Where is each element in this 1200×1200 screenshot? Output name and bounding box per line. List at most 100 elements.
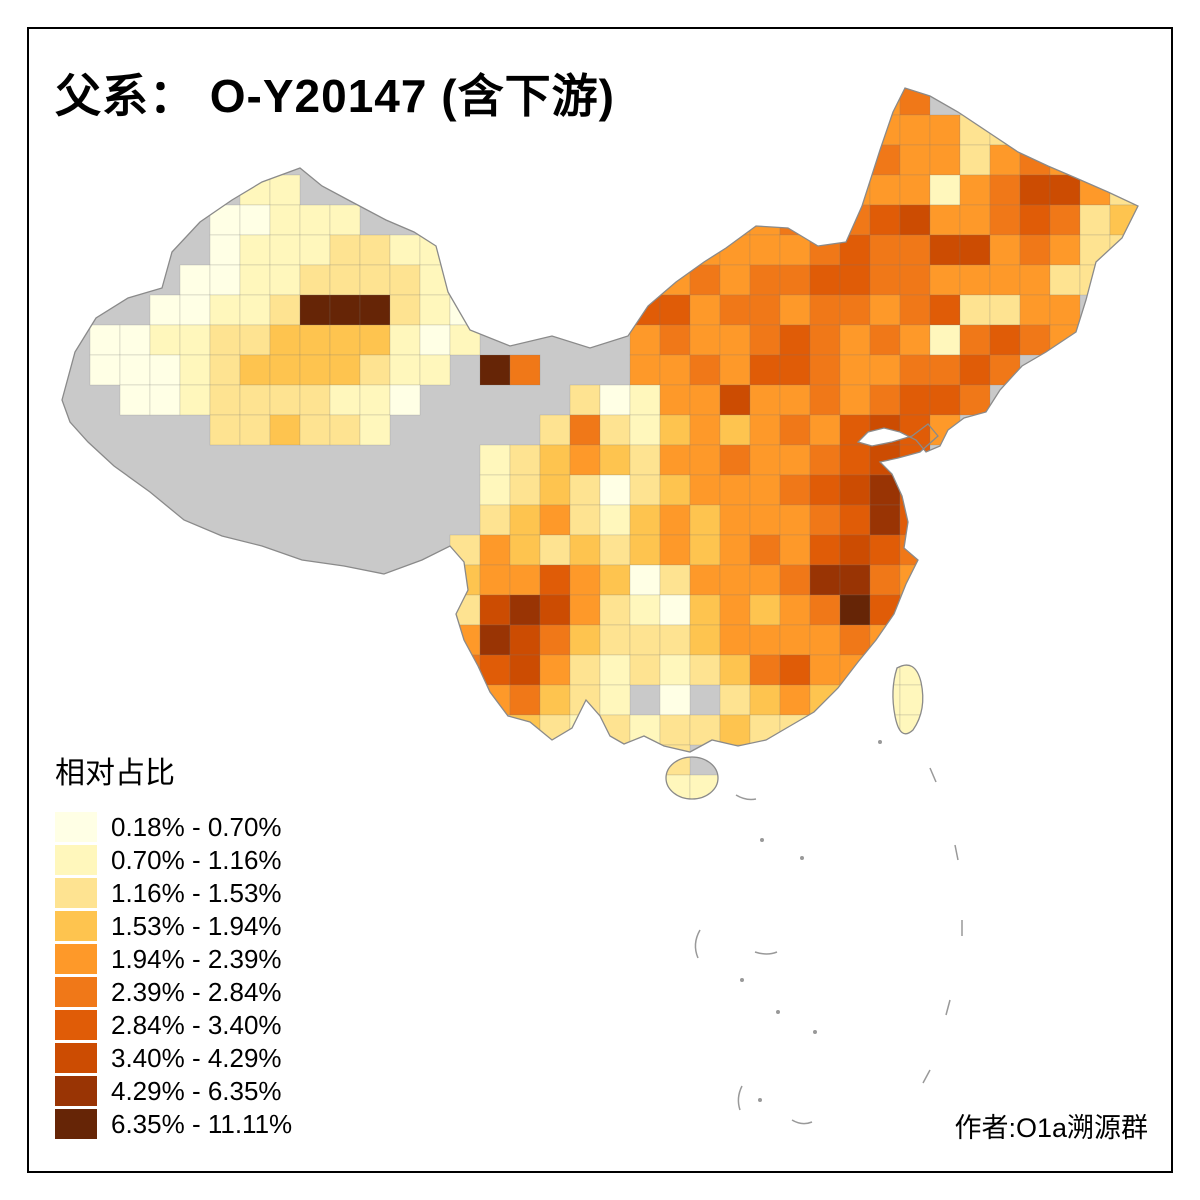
map-cell — [659, 294, 691, 326]
map-cell — [839, 384, 871, 416]
map-cell — [239, 234, 271, 266]
map-cell — [809, 294, 841, 326]
map-cell — [989, 174, 1021, 206]
legend-item: 0.70% - 1.16% — [55, 843, 292, 876]
map-cell — [659, 624, 691, 656]
south-china-sea-islands — [694, 767, 963, 1125]
map-cell — [209, 414, 241, 446]
map-cell — [449, 264, 481, 296]
map-cell — [989, 294, 1021, 326]
map-cell — [689, 264, 721, 296]
map-cell — [449, 654, 481, 686]
map-cell — [449, 324, 481, 356]
map-cell — [89, 354, 121, 386]
map-cell — [299, 354, 331, 386]
map-cell — [629, 264, 661, 296]
map-cell — [1079, 264, 1111, 296]
map-cell — [749, 384, 781, 416]
map-cell — [1049, 294, 1081, 326]
map-cell — [539, 534, 571, 566]
map-cell — [329, 354, 361, 386]
legend-item: 4.29% - 6.35% — [55, 1074, 292, 1107]
map-cell — [509, 624, 541, 656]
map-cell — [719, 294, 751, 326]
map-cell — [659, 414, 691, 446]
map-cell — [689, 594, 721, 626]
map-cell — [269, 234, 301, 266]
map-cell — [479, 684, 511, 716]
legend-item: 0.18% - 0.70% — [55, 810, 292, 843]
map-cell — [539, 474, 571, 506]
map-cell — [689, 354, 721, 386]
map-cell — [1019, 234, 1051, 266]
map-cell — [779, 354, 811, 386]
map-cell — [599, 684, 631, 716]
map-cell — [539, 444, 571, 476]
map-cell — [479, 444, 511, 476]
map-cell — [329, 414, 361, 446]
map-cell — [899, 414, 931, 446]
legend-label: 1.16% - 1.53% — [111, 877, 282, 908]
map-cell — [749, 594, 781, 626]
map-cell — [329, 234, 361, 266]
legend-swatch — [55, 877, 97, 908]
map-cell — [629, 594, 661, 626]
map-cell — [689, 204, 721, 236]
legend-items: 0.18% - 0.70% 0.70% - 1.16% 1.16% - 1.53% 1… — [55, 810, 292, 1140]
map-cell — [839, 564, 871, 596]
map-cell — [899, 114, 931, 146]
map-cell — [779, 714, 811, 746]
map-cell — [899, 684, 931, 716]
map-cell — [179, 354, 211, 386]
map-cell — [629, 324, 661, 356]
map-cell — [809, 654, 841, 686]
map-cell — [299, 204, 331, 236]
map-cell — [749, 414, 781, 446]
map-cell — [629, 504, 661, 536]
map-cell — [389, 264, 421, 296]
map-cell — [779, 204, 811, 236]
map-cell — [209, 384, 241, 416]
legend-swatch — [55, 811, 97, 842]
map-cell — [719, 654, 751, 686]
map-cell — [899, 204, 931, 236]
map-cell — [809, 264, 841, 296]
map-cell — [839, 114, 871, 146]
map-cell — [749, 504, 781, 536]
map-cell — [359, 234, 391, 266]
map-cell — [209, 264, 241, 296]
legend-swatch — [55, 943, 97, 974]
map-cell — [1109, 234, 1138, 266]
map-cell — [389, 234, 421, 266]
map-cell — [119, 384, 151, 416]
map-cell — [239, 354, 271, 386]
map-cell — [419, 354, 451, 386]
map-cell — [959, 264, 991, 296]
map-cell — [719, 624, 751, 656]
map-cell — [569, 384, 601, 416]
small-island-dots — [740, 740, 882, 1102]
map-cell — [569, 294, 601, 326]
legend-item: 6.35% - 11.11% — [55, 1107, 292, 1140]
map-cell — [839, 234, 871, 266]
map-cell — [179, 324, 211, 356]
map-cell — [839, 324, 871, 356]
map-cell — [689, 654, 721, 686]
legend-label: 2.84% - 3.40% — [111, 1009, 282, 1040]
map-cell — [779, 594, 811, 626]
legend-swatch — [55, 844, 97, 875]
map-cell — [689, 294, 721, 326]
map-cell — [689, 444, 721, 476]
map-cell — [899, 324, 931, 356]
map-cell — [449, 234, 481, 266]
map-cell — [689, 474, 721, 506]
map-cell — [689, 774, 721, 799]
legend-item: 1.53% - 1.94% — [55, 909, 292, 942]
map-cell — [779, 534, 811, 566]
map-cell — [659, 534, 691, 566]
map-cell — [779, 474, 811, 506]
map-cell — [929, 204, 961, 236]
map-cell — [929, 174, 961, 206]
map-cell — [839, 594, 871, 626]
